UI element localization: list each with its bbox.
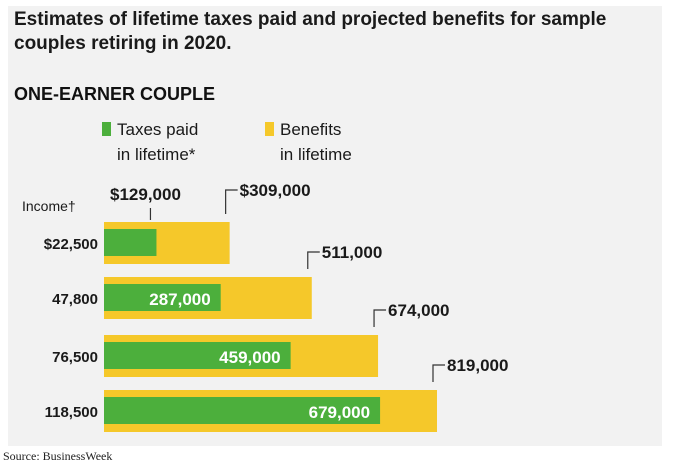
legend-label-taxes-line1: Taxes paid [117, 120, 198, 139]
taxes-value-label: $129,000 [110, 185, 181, 204]
taxes-bar [104, 397, 381, 424]
taxes-bar [104, 229, 157, 256]
taxes-value-label: 679,000 [309, 403, 370, 422]
benefits-leader-line [373, 309, 387, 327]
income-category-label: 76,500 [52, 349, 98, 366]
income-category-label: $22,500 [44, 236, 98, 253]
legend-swatch-benefits [265, 122, 274, 136]
benefits-value-label: 674,000 [388, 301, 449, 320]
taxes-bar [104, 342, 291, 369]
income-axis-label: Income† [22, 198, 76, 214]
chart-title: Estimates of lifetime taxes paid and pro… [14, 9, 607, 54]
taxes-bar [104, 284, 221, 311]
benefits-leader-line [225, 189, 238, 214]
legend-label-benefits-line1: Benefits [280, 120, 341, 139]
benefits-leader-line [432, 364, 445, 382]
benefits-value-label: $309,000 [240, 181, 311, 200]
taxes-value-label: 287,000 [149, 290, 210, 309]
legend-swatch-taxes [102, 122, 111, 136]
taxes-value-label: 459,000 [219, 348, 280, 367]
source-note: Source: BusinessWeek [3, 449, 113, 463]
chart-subtitle: ONE-EARNER COUPLE [14, 84, 216, 104]
benefits-value-label: 819,000 [447, 356, 508, 375]
legend-label-benefits-line2: in lifetime [280, 145, 352, 164]
income-category-label: 47,800 [52, 291, 98, 308]
benefits-leader-line [307, 251, 320, 269]
income-category-label: 118,500 [45, 404, 98, 421]
legend-label-taxes-line2: in lifetime* [117, 145, 196, 164]
benefits-value-label: 511,000 [322, 243, 383, 262]
